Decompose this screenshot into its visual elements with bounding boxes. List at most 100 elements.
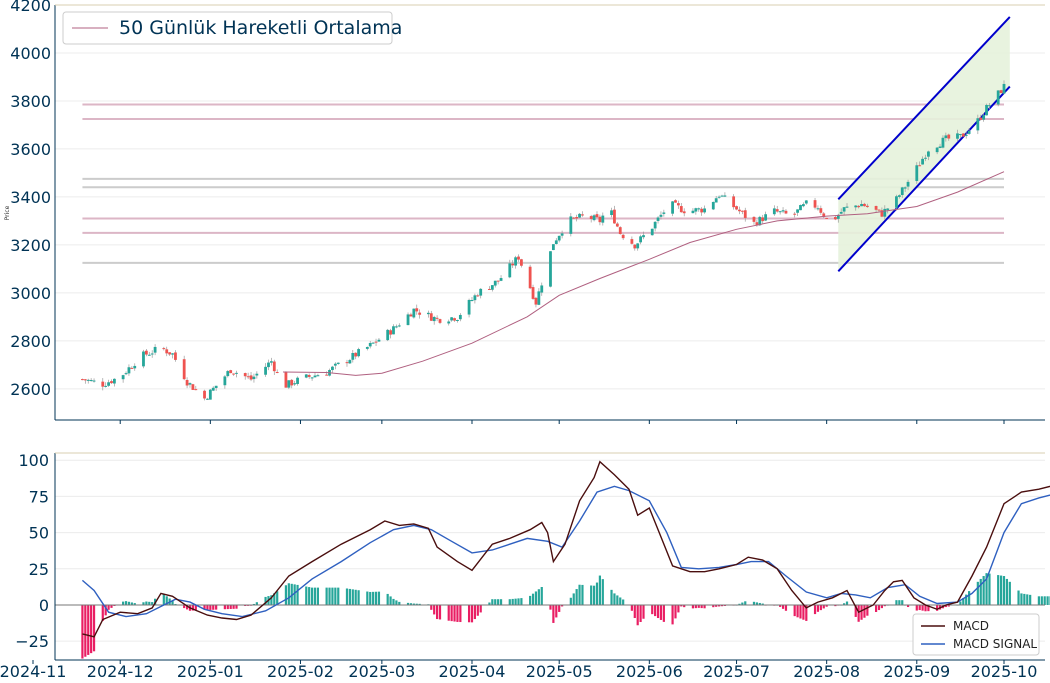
price-legend: 50 Günlük Hareketli Ortalama bbox=[62, 11, 402, 45]
candle-down bbox=[144, 350, 148, 355]
histogram-bar-negative bbox=[697, 604, 700, 608]
candle-down bbox=[598, 216, 602, 223]
candle-down bbox=[101, 381, 105, 387]
histogram-bar-positive bbox=[752, 601, 756, 605]
histogram-bar-positive bbox=[171, 600, 174, 605]
histogram-bar-positive bbox=[270, 595, 273, 605]
candle-up bbox=[89, 379, 93, 381]
histogram-bar-positive bbox=[982, 576, 985, 605]
histogram-bar-negative bbox=[642, 604, 645, 619]
candle-up bbox=[653, 221, 657, 229]
histogram-bar-positive bbox=[988, 573, 991, 605]
histogram-bar-positive bbox=[488, 602, 491, 605]
histogram-bar-positive bbox=[316, 587, 320, 605]
histogram-bar-positive bbox=[406, 602, 410, 605]
candle-up bbox=[659, 214, 663, 217]
histogram-bar-positive bbox=[1046, 596, 1049, 605]
candle-up bbox=[252, 376, 256, 380]
candle-up bbox=[836, 214, 840, 219]
candle-up bbox=[610, 210, 613, 216]
histogram-bar-negative bbox=[915, 604, 918, 611]
candle-up bbox=[86, 379, 90, 381]
candle-up bbox=[650, 228, 654, 236]
candle-up bbox=[316, 375, 320, 377]
histogram-bar-positive bbox=[738, 603, 741, 605]
candle-down bbox=[880, 210, 884, 217]
candle-down bbox=[813, 200, 817, 208]
candle-down bbox=[194, 389, 198, 391]
histogram-bar-negative bbox=[834, 604, 837, 607]
candle-up bbox=[554, 240, 558, 245]
candle-up bbox=[470, 300, 474, 302]
candle-up bbox=[269, 361, 273, 363]
candle-down bbox=[531, 287, 535, 299]
candle-down bbox=[165, 349, 169, 354]
price-y-tick-label: 3400 bbox=[10, 188, 51, 207]
histogram-bar-negative bbox=[209, 604, 212, 610]
candle-up bbox=[467, 299, 471, 315]
candle-down bbox=[732, 196, 736, 208]
histogram-bar-positive bbox=[761, 603, 764, 605]
histogram-bar-negative bbox=[793, 604, 796, 617]
histogram-bar-negative bbox=[799, 604, 802, 619]
candle-up bbox=[537, 291, 541, 305]
histogram-bar-negative bbox=[459, 604, 462, 623]
histogram-bar-positive bbox=[130, 602, 133, 605]
histogram-bar-negative bbox=[691, 604, 695, 609]
histogram-bar-negative bbox=[639, 604, 642, 623]
candle-down bbox=[679, 206, 683, 213]
macd-y-tick-label: 25 bbox=[29, 560, 49, 579]
histogram-bar-negative bbox=[549, 604, 552, 610]
candle-up bbox=[592, 215, 596, 221]
candle-up bbox=[392, 326, 395, 335]
histogram-bar-negative bbox=[470, 604, 474, 623]
histogram-bar-positive bbox=[348, 588, 351, 605]
histogram-bar-positive bbox=[398, 601, 401, 605]
histogram-bar-negative bbox=[779, 604, 782, 607]
histogram-bar-positive bbox=[511, 598, 514, 605]
histogram-bar-positive bbox=[293, 584, 296, 605]
candle-up bbox=[927, 151, 930, 157]
histogram-bar-positive bbox=[968, 591, 971, 605]
histogram-bar-positive bbox=[252, 603, 256, 605]
candle-up bbox=[921, 158, 924, 165]
histogram-bar-positive bbox=[284, 585, 288, 605]
candle-down bbox=[863, 203, 866, 207]
candle-up bbox=[121, 375, 125, 380]
histogram-bar-negative bbox=[880, 604, 883, 609]
histogram-bar-positive bbox=[959, 601, 962, 605]
candle-up bbox=[714, 198, 718, 203]
candle-up bbox=[479, 288, 483, 296]
histogram-bar-negative bbox=[854, 604, 857, 617]
histogram-bar-negative bbox=[87, 604, 90, 655]
histogram-bar-positive bbox=[386, 593, 389, 605]
histogram-bar-positive bbox=[1043, 596, 1046, 605]
histogram-bar-negative bbox=[430, 604, 433, 610]
candle-down bbox=[130, 367, 134, 369]
candle-up bbox=[799, 205, 802, 211]
candle-down bbox=[249, 375, 253, 380]
histogram-bar-positive bbox=[255, 602, 258, 605]
histogram-bar-negative bbox=[805, 604, 808, 621]
histogram-bar-positive bbox=[331, 587, 334, 605]
candle-up bbox=[147, 354, 151, 356]
histogram-bar-negative bbox=[235, 604, 238, 609]
candle-up bbox=[368, 342, 372, 347]
candle-down bbox=[833, 217, 837, 220]
candle-down bbox=[110, 381, 113, 384]
candle-up bbox=[331, 366, 334, 371]
candle-down bbox=[676, 203, 680, 206]
histogram-bar-positive bbox=[372, 591, 375, 605]
histogram-bar-positive bbox=[392, 598, 395, 605]
candle-up bbox=[778, 211, 782, 213]
candle-up bbox=[107, 382, 110, 386]
macd-axes bbox=[32, 452, 1045, 664]
x-tick-label: 2025-02 bbox=[267, 662, 334, 681]
candle-down bbox=[947, 134, 951, 139]
histogram-bar-positive bbox=[755, 602, 758, 605]
candle-down bbox=[453, 318, 456, 321]
histogram-bar-positive bbox=[310, 587, 314, 605]
price-panel: 2600 2800 3000 3200 3400 3600 3800 4000 4200 Pri… bbox=[4, 0, 1045, 424]
candle-up bbox=[694, 208, 698, 212]
